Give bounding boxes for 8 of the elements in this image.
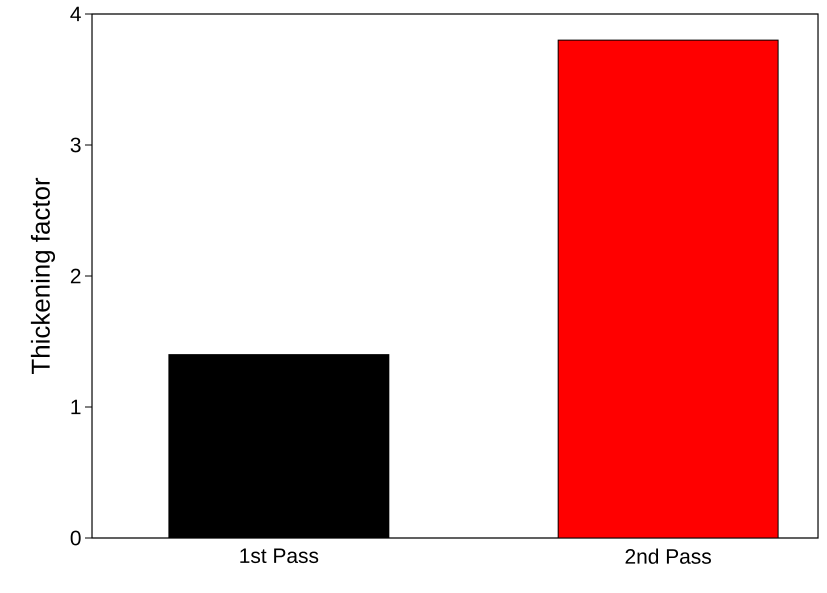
- y-tick-label: 2: [70, 268, 80, 284]
- y-tick-label: 0: [70, 530, 81, 546]
- y-tick-label: 4: [70, 6, 81, 22]
- x-tick-label: 2nd Pass: [626, 548, 711, 564]
- y-axis-title: Thickening factor: [30, 178, 56, 374]
- y-tick-label: 1: [71, 400, 80, 414]
- y-tick-label: 3: [70, 138, 81, 152]
- x-tick-label: 1st Pass: [240, 548, 318, 564]
